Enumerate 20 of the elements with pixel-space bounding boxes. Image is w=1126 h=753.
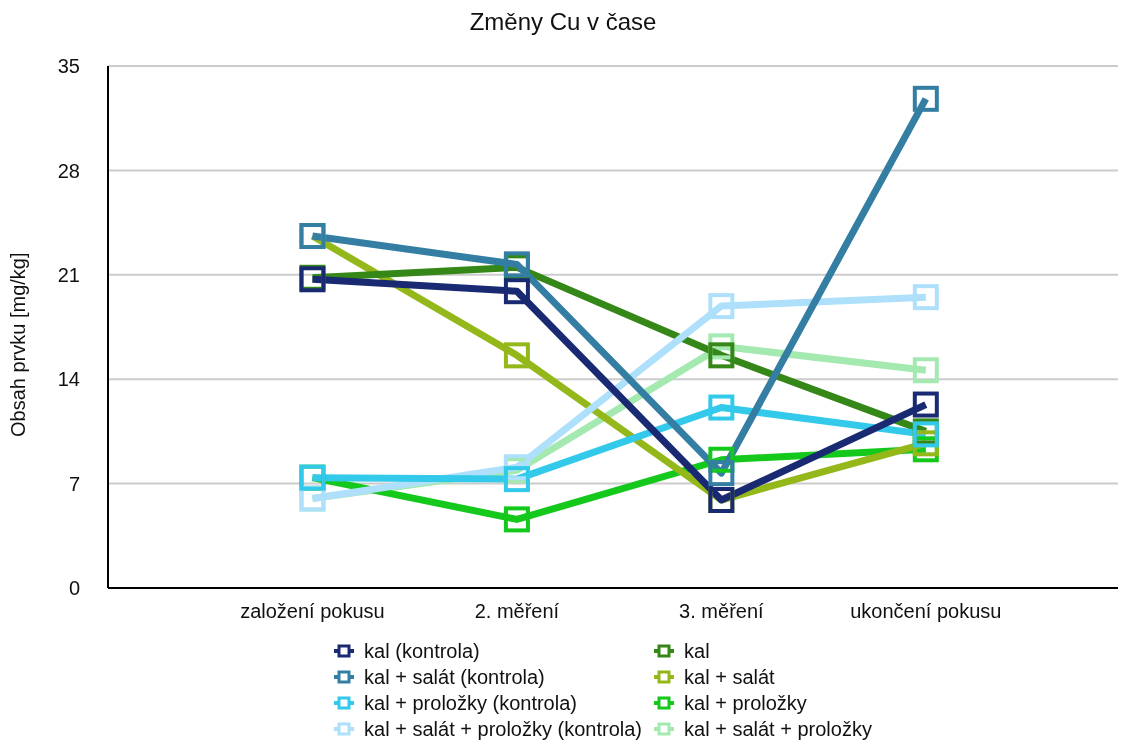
legend-label: kal (kontrola) <box>364 639 480 664</box>
x-tick-label: 3. měření <box>679 600 765 623</box>
legend-label: kal + proložky <box>684 691 807 716</box>
y-tick-label: 21 <box>57 263 80 286</box>
legend-label: kal + proložky (kontrola) <box>364 691 577 716</box>
x-tick-label: ukončení pokusu <box>850 600 1002 623</box>
x-tick-label: 2. měření <box>474 600 560 623</box>
legend-label: kal + salát + proložky <box>684 717 872 742</box>
legend-label: kal + salát (kontrola) <box>364 665 545 690</box>
legend-label: kal + salát + proložky (kontrola) <box>364 717 643 742</box>
y-tick-label: 14 <box>57 368 80 391</box>
y-tick-label: 28 <box>57 159 80 182</box>
x-tick-label: založení pokusu <box>240 600 385 623</box>
chart-title: Změny Cu v čase <box>468 8 658 37</box>
legend-label: kal <box>684 639 710 664</box>
y-tick-label: 35 <box>57 55 80 78</box>
legend-label: kal + salát <box>684 665 775 690</box>
y-tick-label: 0 <box>68 577 80 600</box>
y-tick-label: 7 <box>68 472 80 495</box>
y-axis-title: Obsah prvku [mg/kg] <box>7 252 30 437</box>
